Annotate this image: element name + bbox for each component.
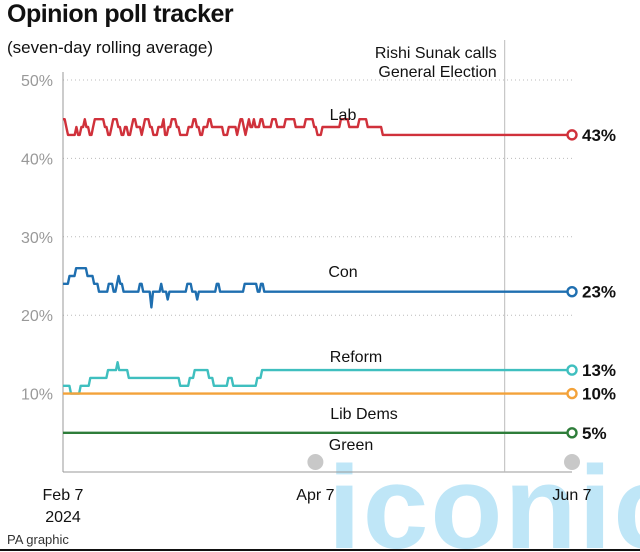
y-tick-label: 40% [21,151,53,168]
source-credit: PA graphic [7,532,69,547]
x-tick-marker [564,454,580,470]
series-line-reform [63,361,572,395]
x-tick-sublabel: 2024 [45,509,81,526]
annotation-text: General Election [378,64,496,81]
y-tick-label: 30% [21,230,53,247]
x-tick-label: Feb 7 [43,487,84,504]
series-line-lab [63,118,572,137]
annotation-text: Rishi Sunak calls [375,45,497,62]
series-line-con [63,267,572,309]
y-tick-label: 10% [21,387,53,404]
y-tick-label: 50% [21,73,53,90]
x-tick-marker [307,454,324,470]
watermark-text: iconic [328,442,640,552]
x-tick-label: Apr 7 [296,487,334,504]
series-end-label: 13% [582,361,616,380]
series-end-marker [566,387,578,400]
series-name-label: Lab [330,107,357,124]
x-tick-label: Jun 7 [552,487,591,504]
series-end-label: 43% [582,126,616,145]
bottom-rule [0,549,640,551]
series-end-marker [566,129,578,141]
series-end-marker [566,427,578,439]
y-tick-label: 20% [21,308,53,325]
series-name-label: Lib Dems [330,406,398,423]
series-end-label: 23% [582,283,616,302]
chart-subtitle: (seven-day rolling average) [7,38,213,57]
series-end-marker [566,285,578,298]
series-end-label: 5% [582,424,607,443]
series-name-label: Reform [330,349,382,366]
series-end-label: 10% [582,385,616,404]
series-end-marker [566,364,578,376]
series-name-label: Con [328,264,357,281]
chart-title: Opinion poll tracker [7,0,234,28]
series-name-label: Green [329,437,373,454]
